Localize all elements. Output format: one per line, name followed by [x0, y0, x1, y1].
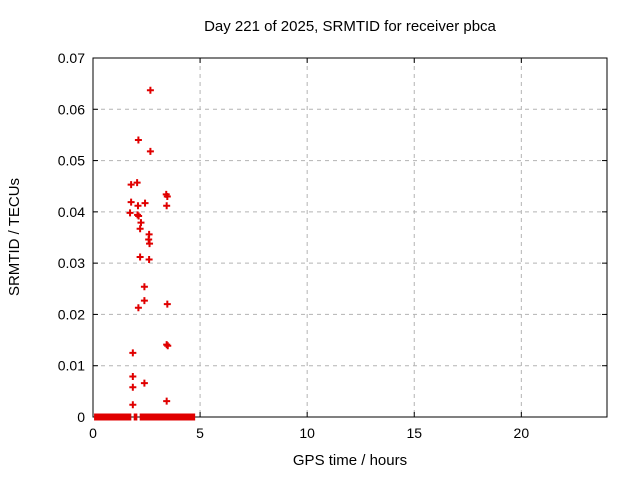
- data-point-marker: [140, 297, 148, 305]
- data-point-marker: [134, 202, 142, 210]
- data-point-marker: [126, 209, 134, 217]
- data-point-marker: [146, 240, 154, 248]
- data-point-marker: [163, 397, 171, 405]
- data-point-marker: [136, 253, 144, 261]
- data-point-marker: [134, 304, 142, 312]
- data-point-marker: [141, 199, 149, 207]
- data-point-marker: [136, 225, 144, 233]
- data-point-marker: [145, 256, 153, 264]
- x-tick-label: 20: [514, 425, 530, 441]
- data-point-marker: [129, 401, 137, 409]
- data-point-marker: [134, 136, 142, 144]
- y-tick-label: 0.03: [58, 255, 85, 271]
- data-point-marker: [163, 300, 171, 308]
- y-tick-label: 0.05: [58, 153, 85, 169]
- data-point-marker: [135, 212, 143, 220]
- data-point-marker: [140, 283, 148, 291]
- x-tick-label: 10: [299, 425, 315, 441]
- data-point-marker: [127, 181, 135, 189]
- plot-border: [92, 57, 608, 418]
- data-point-marker: [129, 372, 137, 380]
- y-tick-label: 0: [77, 409, 85, 425]
- data-point-marker: [146, 86, 154, 94]
- data-point-marker: [129, 383, 137, 391]
- data-point-marker: [163, 202, 171, 210]
- data-point-marker: [163, 341, 171, 349]
- x-tick-label: 5: [196, 425, 204, 441]
- data-point-marker: [129, 349, 137, 357]
- data-point-marker: [163, 192, 171, 200]
- y-tick-label: 0.07: [58, 50, 85, 66]
- y-tick-label: 0.02: [58, 306, 85, 322]
- data-point-marker: [133, 179, 141, 187]
- y-tick-label: 0.06: [58, 101, 85, 117]
- data-point-marker: [137, 219, 145, 227]
- x-tick-label: 15: [406, 425, 422, 441]
- y-tick-label: 0.04: [58, 204, 85, 220]
- data-point-marker: [134, 211, 142, 219]
- data-point-marker: [164, 342, 172, 350]
- data-point-marker: [140, 379, 148, 387]
- x-tick-label: 0: [89, 425, 97, 441]
- chart-title: Day 221 of 2025, SRMTID for receiver pbc…: [204, 18, 496, 35]
- x-axis-label: GPS time / hours: [292, 452, 408, 469]
- data-point-marker: [127, 198, 135, 206]
- y-tick-label: 0.01: [58, 358, 85, 374]
- data-point-marker: [146, 147, 154, 155]
